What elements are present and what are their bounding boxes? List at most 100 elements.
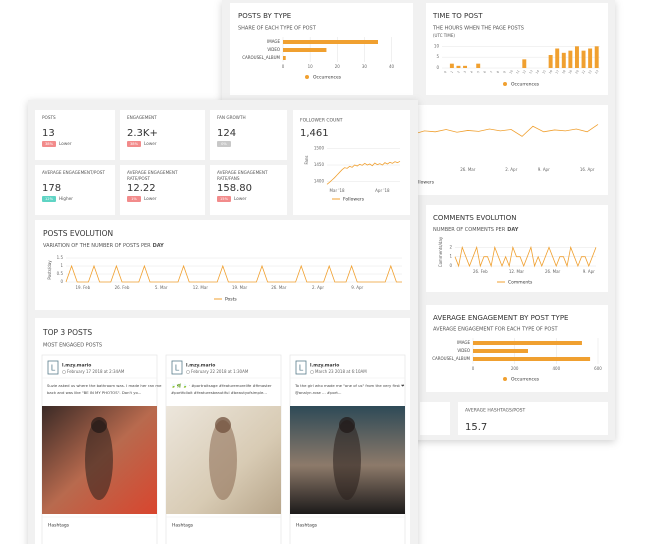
- x-tick-label: 26. Feb: [473, 269, 488, 274]
- x-tick-label: 18: [561, 69, 566, 74]
- legend-swatch: [305, 75, 309, 79]
- post-image-head: [91, 417, 107, 433]
- x-tick-label: 14: [535, 69, 540, 74]
- x-tick-label: 3: [463, 70, 467, 74]
- post-image-head: [339, 417, 355, 433]
- subtitle-text: NUMBER OF COMMENTS PER: [433, 227, 506, 233]
- post-image-figure: [85, 420, 113, 500]
- x-tick-label: 10: [308, 64, 314, 69]
- kpi-badge-text: 1%: [131, 197, 137, 201]
- post-text: To the girl who made me "one of us" from…: [294, 383, 404, 388]
- card-subtitle: NUMBER OF COMMENTS PER DAY: [433, 227, 519, 233]
- x-tick-label: 2: [456, 70, 460, 74]
- kpi-label: AVERAGE ENGAGEMENT/POST: [42, 170, 105, 175]
- avatar-letter: L: [51, 364, 56, 373]
- x-tick-label: 12. Mar: [193, 285, 209, 290]
- avatar: [295, 360, 307, 375]
- kpi-badge-text: 38%: [45, 142, 54, 146]
- kpi-trend: Lower: [234, 196, 247, 201]
- bar: [581, 50, 586, 68]
- bar: [594, 46, 599, 68]
- x-tick-label: 16: [548, 69, 553, 74]
- kpi-badge: [127, 141, 141, 147]
- kpi-badge: [217, 196, 231, 202]
- card-title: AVERAGE ENGAGEMENT BY POST TYPE: [433, 314, 568, 322]
- kpi-badge: [42, 196, 56, 202]
- card: [210, 165, 287, 215]
- post-image-head: [215, 417, 231, 433]
- bar: [456, 65, 461, 68]
- y-tick-label: 1: [449, 254, 452, 259]
- y-axis-title: Comments/day: [438, 236, 443, 267]
- card: [458, 402, 608, 435]
- data-line: [65, 264, 402, 283]
- kpi-badge-text: 15%: [220, 197, 229, 201]
- post-date: February 17 2018 at 2:34AM: [67, 369, 125, 374]
- kpi-label: RATE/POST: [127, 176, 150, 181]
- bar: [473, 357, 591, 361]
- card-subtitle: MOST ENGAGED POSTS: [43, 343, 102, 349]
- x-tick-label: 12: [522, 69, 527, 74]
- kpi-value: 2.3K+: [127, 128, 158, 139]
- bar: [463, 65, 468, 68]
- post-date: February 22 2018 at 1:30AM: [191, 369, 249, 374]
- y-tick-label: IMAGE: [267, 39, 280, 44]
- card-title: FOLLOWER COUNT: [300, 118, 343, 124]
- x-tick-label: 2. Apr: [312, 285, 324, 290]
- clock-icon: [310, 370, 314, 374]
- x-tick-label: 20: [574, 69, 579, 74]
- y-tick-label: 0: [436, 65, 439, 70]
- bar: [476, 63, 481, 68]
- bar: [473, 349, 528, 353]
- x-tick-label: Mar '18: [330, 188, 345, 193]
- kpi-label: ENGAGEMENT: [127, 115, 157, 120]
- card-subtitle: VARIATION OF THE NUMBER OF POSTS PER DAY: [43, 243, 164, 249]
- avatar-letter: L: [175, 364, 180, 373]
- x-tick-label: 26. Feb: [115, 285, 130, 290]
- kpi-label: RATE/FANS: [217, 176, 240, 181]
- card-subtitle: THE HOURS WHEN THE PAGE POSTS: [432, 26, 524, 32]
- x-tick-label: 8: [496, 70, 500, 74]
- kpi-value: 12.22: [127, 183, 156, 194]
- bar: [548, 55, 553, 68]
- y-tick-label: 5: [436, 54, 439, 59]
- post-image-figure: [209, 420, 237, 500]
- subtitle-bold: DAY: [507, 227, 519, 233]
- bar: [588, 48, 593, 68]
- x-tick-label: 13: [528, 69, 533, 74]
- kpi-trend: Lower: [144, 196, 157, 201]
- x-tick-label: 5. Mar: [155, 285, 168, 290]
- post-footer: Hashtags: [296, 523, 318, 529]
- legend-label: Occurrences: [313, 75, 342, 81]
- y-tick-label: VIDEO: [267, 47, 280, 52]
- bar: [561, 52, 566, 68]
- card: [210, 110, 287, 160]
- avatar-letter: L: [299, 364, 304, 373]
- kpi-value: 1,461: [300, 128, 329, 139]
- x-tick-label: 2. Apr: [505, 167, 517, 172]
- bar: [283, 56, 286, 60]
- x-tick-label: 15: [541, 69, 546, 74]
- post-footer: Hashtags: [48, 523, 70, 529]
- x-tick-label: 19: [568, 69, 573, 74]
- x-tick-label: 10: [508, 69, 513, 74]
- x-tick-label: 19. Feb: [75, 285, 90, 290]
- legend-swatch: [503, 377, 507, 381]
- kpi-label: AVERAGE HASHTAGS/POST: [465, 408, 525, 414]
- x-tick-label: 9. Apr: [538, 167, 550, 172]
- clock-icon: [62, 370, 66, 374]
- card-title: TIME TO POST: [432, 12, 483, 20]
- card-title: TOP 3 POSTS: [42, 328, 92, 337]
- y-axis-title: Posts/day: [47, 260, 52, 280]
- x-tick-label: 7: [489, 70, 493, 74]
- kpi-badge: [217, 141, 231, 147]
- avatar: [171, 360, 183, 375]
- card: [35, 165, 115, 215]
- y-tick-label: 0: [449, 263, 452, 268]
- x-tick-label: 200: [511, 366, 519, 371]
- y-tick-label: CAROUSEL_ALBUM: [242, 55, 280, 60]
- card: [120, 165, 205, 215]
- kpi-value: 158.80: [217, 183, 252, 194]
